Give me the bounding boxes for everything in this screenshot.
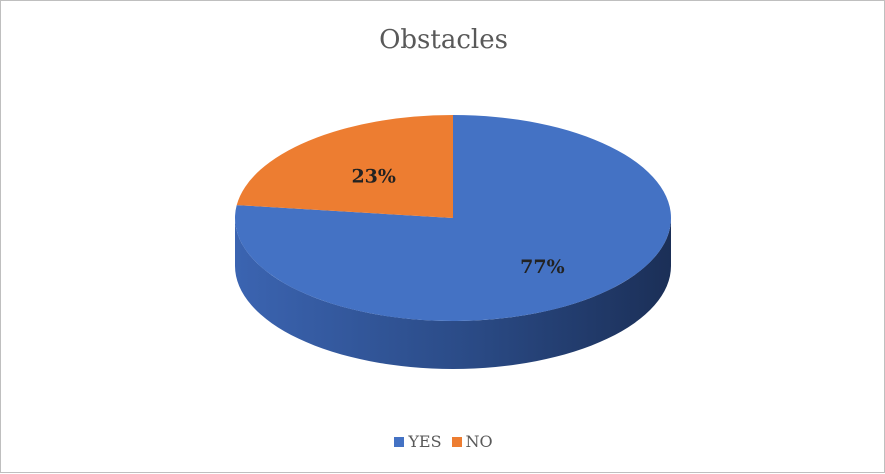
legend-swatch-yes (394, 436, 405, 447)
pie-side-yes (235, 218, 671, 369)
data-label-no: 23% (351, 166, 396, 188)
legend-label-no: NO (465, 432, 493, 451)
data-label-yes: 77% (520, 256, 565, 278)
pie-data-labels: 77% 23% (351, 166, 564, 278)
pie-slice-yes (234, 115, 671, 322)
pie-slice-no (236, 115, 453, 218)
legend-item-no: NO (451, 432, 493, 451)
chart-title: Obstacles (379, 25, 508, 55)
legend-item-yes: YES (394, 432, 442, 451)
legend-swatch-no (451, 436, 462, 447)
chart-legend: YES NO (1, 432, 885, 451)
pie-slices (234, 115, 671, 369)
legend-label-yes: YES (408, 432, 442, 451)
